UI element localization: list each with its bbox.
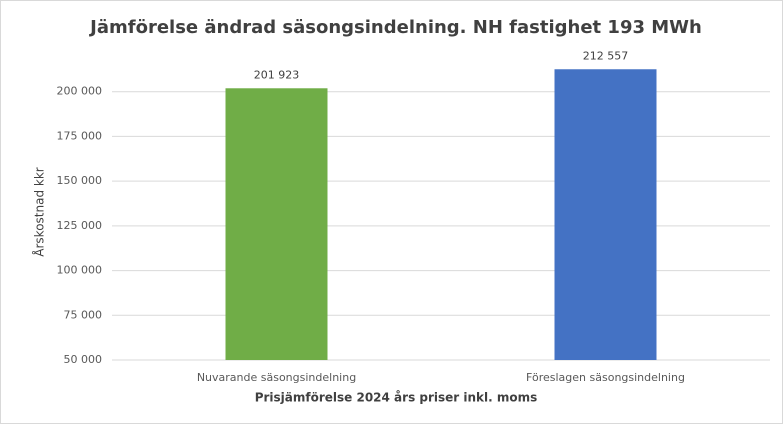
bar <box>225 88 328 360</box>
y-tick-label: 175 000 <box>57 129 103 142</box>
bar <box>554 69 657 361</box>
x-tick-label: Föreslagen säsongsindelning <box>526 371 685 384</box>
y-tick-label: 100 000 <box>57 264 103 277</box>
y-tick-label: 200 000 <box>57 85 103 98</box>
data-label: 201 923 <box>254 68 300 81</box>
data-label: 212 557 <box>583 49 629 62</box>
y-tick-label: 50 000 <box>64 353 103 366</box>
chart-title: Jämförelse ändrad säsongsindelning. NH f… <box>88 17 702 38</box>
y-tick-label: 125 000 <box>57 219 103 232</box>
y-axis-title: Årskostnad kkr <box>32 167 47 257</box>
y-tick-label: 75 000 <box>64 308 103 321</box>
x-tick-label: Nuvarande säsongsindelning <box>197 371 356 384</box>
x-axis-title: Prisjämförelse 2024 års priser inkl. mom… <box>255 391 538 405</box>
y-tick-label: 150 000 <box>57 174 103 187</box>
